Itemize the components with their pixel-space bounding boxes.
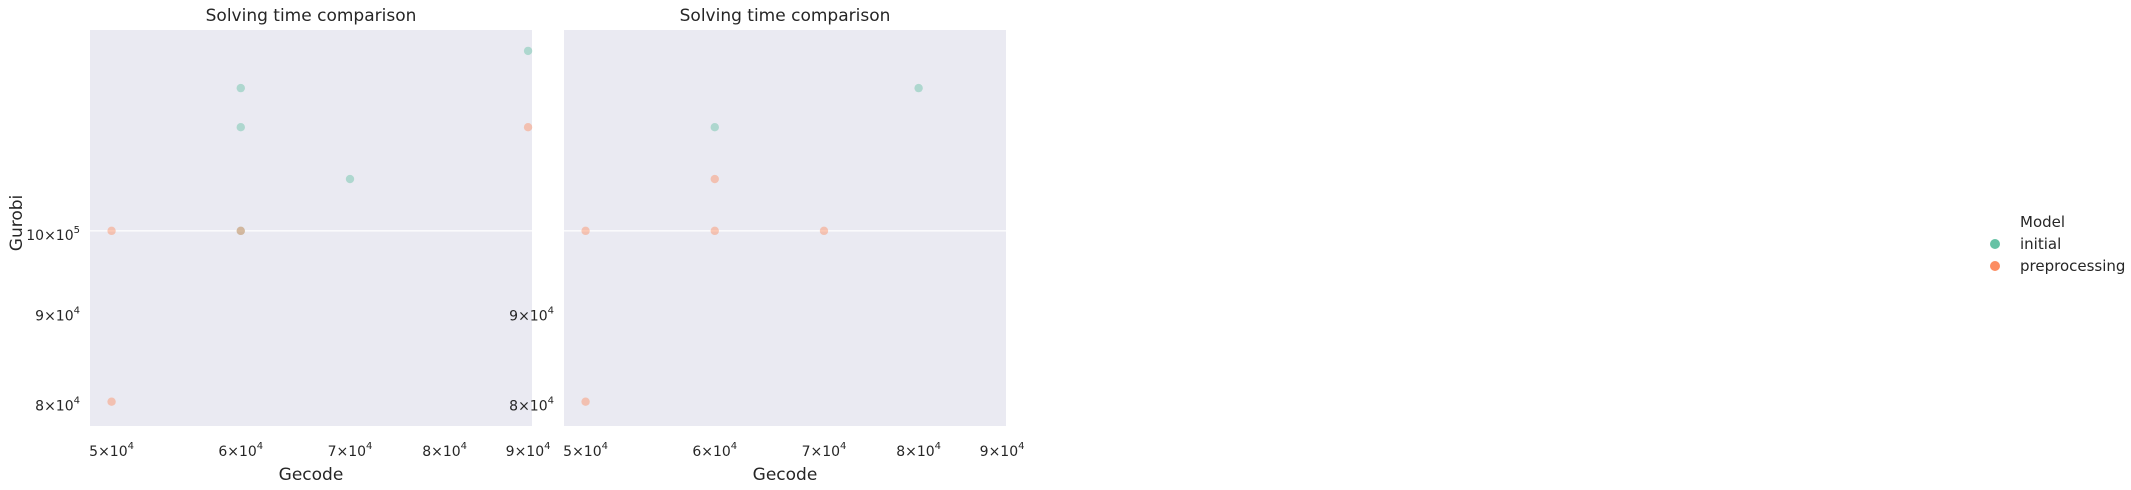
- x-tick-label: 5×104: [89, 441, 134, 460]
- data-point-preprocessing: [581, 397, 590, 406]
- data-point-initial: [710, 122, 719, 132]
- data-point-initial: [236, 83, 245, 93]
- data-point-preprocessing: [710, 174, 719, 184]
- x-tick-label: 6×104: [692, 441, 737, 460]
- data-point-initial: [523, 46, 533, 56]
- x-tick-label: 5×104: [563, 441, 608, 460]
- data-point-preprocessing: [107, 226, 116, 236]
- legend-marker-initial: [1990, 239, 2000, 249]
- data-point-initial: [345, 174, 355, 184]
- x-tick-label: 8×104: [422, 441, 467, 460]
- legend-title: Model: [2020, 213, 2065, 231]
- x-axis-label: Gecode: [279, 465, 344, 485]
- data-point-preprocessing: [710, 226, 719, 236]
- x-tick-label: 6×104: [218, 441, 263, 460]
- chart-title: Solving time comparison: [680, 6, 891, 26]
- data-point-preprocessing: [819, 226, 829, 236]
- data-point-preprocessing: [523, 122, 533, 132]
- plot-area-background: [90, 30, 532, 426]
- legend-item-initial: initial: [2020, 235, 2061, 253]
- x-tick-label: 9×104: [980, 441, 1025, 460]
- plot-area-background: [564, 30, 1006, 426]
- data-point-initial: [236, 122, 245, 132]
- data-point-initial: [236, 226, 245, 236]
- panel-1: Solving time comparison Gecode Gurobi 5×104…: [7, 6, 550, 485]
- y-tick-label: 8×104: [35, 396, 80, 415]
- data-point-initial: [914, 83, 923, 93]
- x-tick-label: 8×104: [896, 441, 941, 460]
- x-tick-label: 7×104: [328, 441, 373, 460]
- y-tick-label: 10×105: [26, 225, 80, 244]
- data-point-preprocessing: [236, 226, 245, 236]
- y-tick-label: 9×104: [509, 306, 554, 325]
- legend-item-preprocessing: preprocessing: [2020, 257, 2125, 275]
- y-tick-label: 9×104: [35, 306, 80, 325]
- panel-2: Solving time comparison Gecode 5×104 6×104 7…: [509, 6, 1024, 485]
- legend: Model initial preprocessing: [1990, 213, 2125, 275]
- x-axis-label: Gecode: [753, 465, 818, 485]
- data-point-preprocessing: [107, 397, 116, 406]
- x-tick-label: 7×104: [802, 441, 847, 460]
- legend-marker-preprocessing: [1990, 261, 2000, 271]
- chart-title: Solving time comparison: [206, 6, 417, 26]
- x-tick-label: 9×104: [506, 441, 551, 460]
- data-point-preprocessing: [581, 226, 590, 236]
- y-tick-label: 8×104: [509, 396, 554, 415]
- y-axis-label: Gurobi: [7, 195, 27, 251]
